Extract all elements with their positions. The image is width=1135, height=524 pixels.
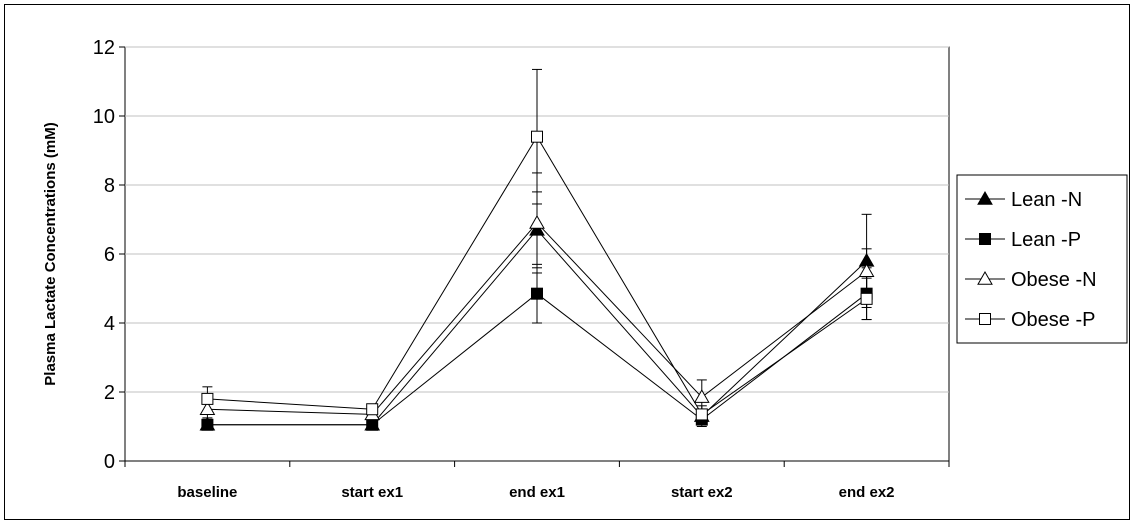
data-point-lean-p: [366, 418, 379, 431]
legend-label-lean-p: Lean -P: [1011, 229, 1081, 251]
x-category-label: end ex1: [509, 484, 565, 501]
data-point-obese-n: [199, 401, 216, 415]
legend-label-lean-n: Lean -N: [1011, 189, 1082, 211]
y-axis-title: Plasma Lactate Concentrations (mM): [42, 122, 59, 385]
data-point-lean-n: [529, 221, 545, 236]
y-tick-label: 6: [104, 244, 115, 266]
data-point-lean-p: [531, 287, 543, 300]
data-point-obese-p: [201, 392, 214, 405]
y-tick-label: 10: [93, 106, 115, 128]
x-category-label: start ex1: [341, 484, 403, 501]
x-category-label: start ex2: [671, 484, 733, 501]
data-point-obese-p: [860, 292, 873, 305]
legend-label-obese-n: Obese -N: [1011, 269, 1097, 291]
y-tick-label: 2: [104, 382, 115, 404]
y-tick-label: 0: [104, 451, 115, 473]
legend-marker-obese-p: [979, 313, 991, 325]
legend-label-obese-p: Obese -P: [1011, 309, 1095, 331]
series-markers: [199, 130, 875, 431]
data-point-lean-p: [201, 418, 214, 431]
legend-marker-obese-n: [977, 270, 993, 285]
data-point-obese-n: [529, 214, 545, 229]
x-category-label: end ex2: [839, 484, 895, 501]
legend: Lean -N Lean -P Obese -N Obese -P: [956, 174, 1128, 344]
y-tick-label: 12: [93, 37, 115, 59]
data-point-obese-p: [366, 403, 379, 416]
data-point-obese-n: [693, 389, 710, 403]
y-tick-label: 8: [104, 175, 115, 197]
x-category-label: baseline: [177, 484, 237, 501]
line-chart: 0 2 4 6 8 10 12 baseline start ex1 end ex1 start e…: [42, 37, 1128, 501]
chart-frame: 0 2 4 6 8 10 12 baseline start ex1 end ex1 start e…: [4, 4, 1130, 520]
legend-marker-lean-n: [977, 190, 993, 205]
data-point-obese-p: [531, 130, 543, 143]
legend-marker-lean-p: [979, 233, 991, 245]
axes: 0 2 4 6 8 10 12 baseline start ex1 end ex1 start e…: [93, 37, 950, 501]
y-tick-label: 4: [104, 313, 115, 335]
data-point-obese-n: [858, 263, 875, 277]
data-point-obese-p: [695, 408, 708, 421]
